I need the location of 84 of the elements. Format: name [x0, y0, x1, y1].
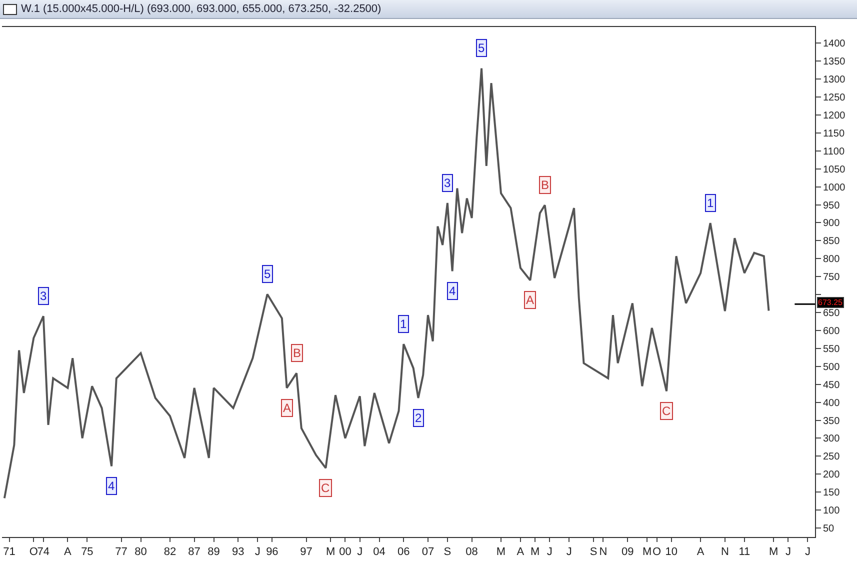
x-tick-label: J — [566, 546, 572, 558]
x-tick-label: M — [769, 546, 778, 558]
y-tick-label: 850 — [823, 236, 840, 248]
x-tick-label: 00 — [339, 546, 352, 558]
annotation: A — [526, 293, 534, 307]
x-tick-label: 96 — [266, 546, 278, 558]
annotation: 5 — [264, 267, 271, 281]
annotation: C — [662, 404, 671, 418]
y-tick-label: 800 — [823, 254, 840, 266]
line-series — [3, 67, 770, 500]
annotation: 3 — [40, 289, 47, 303]
x-tick-label: 82 — [164, 546, 176, 558]
y-tick-label: 50 — [823, 524, 835, 535]
y-tick-label: 400 — [823, 398, 840, 409]
y-tick-label: 1350 — [823, 56, 846, 68]
y-tick-label: 750 — [823, 272, 840, 284]
x-tick-label: A — [696, 546, 705, 558]
y-tick-label: 450 — [823, 380, 840, 391]
annotation: 1 — [707, 196, 714, 210]
x-tick-label: 04 — [373, 546, 386, 558]
y-tick-label: 100 — [823, 506, 840, 517]
y-tick-label: 1050 — [823, 164, 846, 176]
x-tick-label: M — [326, 546, 336, 558]
x-tick-label: J — [357, 546, 363, 558]
x-tick-label: 71 — [3, 546, 16, 558]
annotation: B — [541, 178, 550, 192]
y-tick-label: 150 — [823, 488, 840, 499]
annotation: A — [283, 401, 292, 415]
annotation: C — [321, 481, 330, 495]
x-tick-label: M — [642, 546, 652, 558]
y-tick-label: 1200 — [823, 110, 846, 122]
y-tick-label: 600 — [823, 326, 840, 337]
annotation: 2 — [415, 411, 422, 425]
y-tick-label: 900 — [823, 218, 840, 230]
x-tick-label: S — [444, 546, 452, 558]
annotation: B — [293, 346, 302, 360]
annotation: 4 — [449, 284, 456, 298]
x-tick-label: M — [530, 546, 540, 558]
x-tick-label: A — [64, 546, 72, 558]
x-tick-label: S — [590, 546, 598, 558]
x-tick-label: 77 — [115, 546, 128, 558]
y-tick-label: 1150 — [823, 128, 845, 140]
x-tick-label: O — [29, 546, 38, 558]
x-tick-label: J — [546, 546, 552, 558]
y-tick-label: 1250 — [823, 92, 846, 104]
x-tick-label: N — [599, 546, 608, 558]
y-tick-label: 1000 — [823, 182, 846, 194]
y-tick-label: 1300 — [823, 74, 846, 86]
ref-line-label: 673.25 — [818, 298, 844, 307]
annotation: 4 — [108, 479, 115, 493]
y-tick-label: 1400 — [823, 38, 846, 50]
x-tick-label: 80 — [134, 546, 147, 558]
y-tick-label: 200 — [823, 470, 840, 481]
x-tick-label: 10 — [665, 546, 678, 558]
x-tick-label: 06 — [398, 546, 410, 558]
x-tick-label: 87 — [188, 546, 200, 558]
x-tick-label: 09 — [621, 546, 634, 558]
y-tick-label: 1100 — [823, 146, 845, 158]
x-tick-label: J — [804, 546, 810, 558]
x-tick-label: 97 — [300, 546, 312, 558]
x-tick-label: 11 — [738, 546, 750, 558]
y-tick-label: 650 — [823, 308, 840, 320]
x-tick-label: J — [254, 546, 260, 558]
x-tick-label: J — [785, 546, 791, 558]
x-tick-label: 08 — [466, 546, 478, 558]
x-tick-label: 75 — [81, 546, 94, 558]
y-tick-label: 950 — [823, 200, 840, 212]
x-tick-label: 07 — [422, 546, 434, 558]
annotation: 1 — [400, 317, 407, 331]
y-tick-label: 250 — [823, 452, 840, 463]
x-tick-label: A — [516, 546, 525, 558]
x-tick-label: 89 — [208, 546, 220, 558]
x-tick-label: 93 — [232, 546, 244, 558]
y-tick-label: 500 — [823, 362, 840, 373]
x-tick-label: M — [496, 546, 506, 558]
annotation: 3 — [444, 176, 451, 190]
y-tick-label: 350 — [823, 416, 840, 427]
x-tick-label: O — [652, 546, 662, 558]
x-tick-label: N — [720, 546, 729, 558]
y-tick-label: 300 — [823, 434, 840, 445]
chart-title: W.1 (15.000x45.000-H/L) (693.000, 693.000, 655.000, 673.250, -32.2500) — [21, 3, 382, 15]
x-tick-label: 74 — [37, 546, 50, 558]
y-tick-label: 550 — [823, 344, 840, 355]
annotation: 5 — [478, 41, 485, 55]
